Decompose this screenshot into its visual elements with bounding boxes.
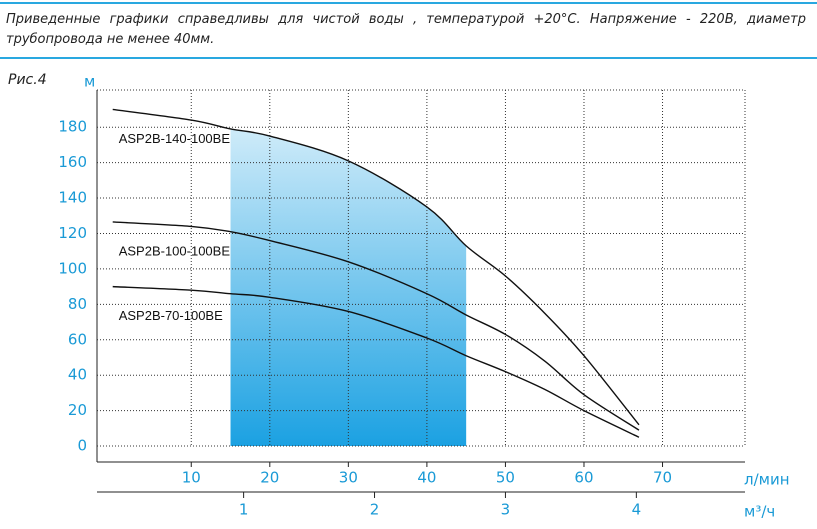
y-tick-label: 160 bbox=[58, 153, 87, 171]
highlight-area bbox=[230, 109, 467, 447]
x-tick-label: 20 bbox=[260, 469, 279, 487]
x2-tick-label: 1 bbox=[239, 501, 249, 519]
y-tick-label: 0 bbox=[77, 437, 87, 455]
x-tick-label: 50 bbox=[496, 469, 515, 487]
y-tick-label: 140 bbox=[58, 189, 87, 207]
series-label: ASP2B-140-100BE bbox=[119, 131, 231, 146]
y-tick-label: 120 bbox=[58, 224, 87, 242]
x-tick-label: 40 bbox=[417, 469, 436, 487]
y-axis-label: м bbox=[84, 73, 95, 91]
y-tick-label: 100 bbox=[58, 259, 87, 277]
y-tick-label: 80 bbox=[68, 295, 87, 313]
y-tick-label: 180 bbox=[58, 118, 87, 136]
y-tick-label: 40 bbox=[68, 366, 87, 384]
x-tick-label: 10 bbox=[182, 469, 201, 487]
x2-tick-label: 3 bbox=[501, 501, 511, 519]
x-tick-label: 70 bbox=[653, 469, 672, 487]
top-rule bbox=[0, 2, 817, 4]
y-tick-label: 60 bbox=[68, 330, 87, 348]
x2-tick-label: 2 bbox=[370, 501, 380, 519]
x2-axis-label: м³/ч bbox=[744, 503, 775, 521]
pump-curve bbox=[112, 108, 640, 426]
series-label: ASP2B-70-100BE bbox=[119, 308, 223, 323]
figure-label: Рис.4 bbox=[8, 72, 47, 88]
x-axis-label: л/мин bbox=[744, 471, 790, 489]
series-label: ASP2B-100-100BE bbox=[119, 243, 231, 258]
note: Приведенные графики справедливы для чист… bbox=[6, 12, 806, 47]
pump-curve bbox=[112, 221, 640, 431]
x-tick-label: 30 bbox=[339, 469, 358, 487]
x-tick-label: 60 bbox=[574, 469, 593, 487]
x2-tick-label: 4 bbox=[632, 501, 642, 519]
note-rule bbox=[0, 57, 817, 59]
pump-curve bbox=[112, 285, 640, 438]
y-tick-label: 20 bbox=[68, 401, 87, 419]
